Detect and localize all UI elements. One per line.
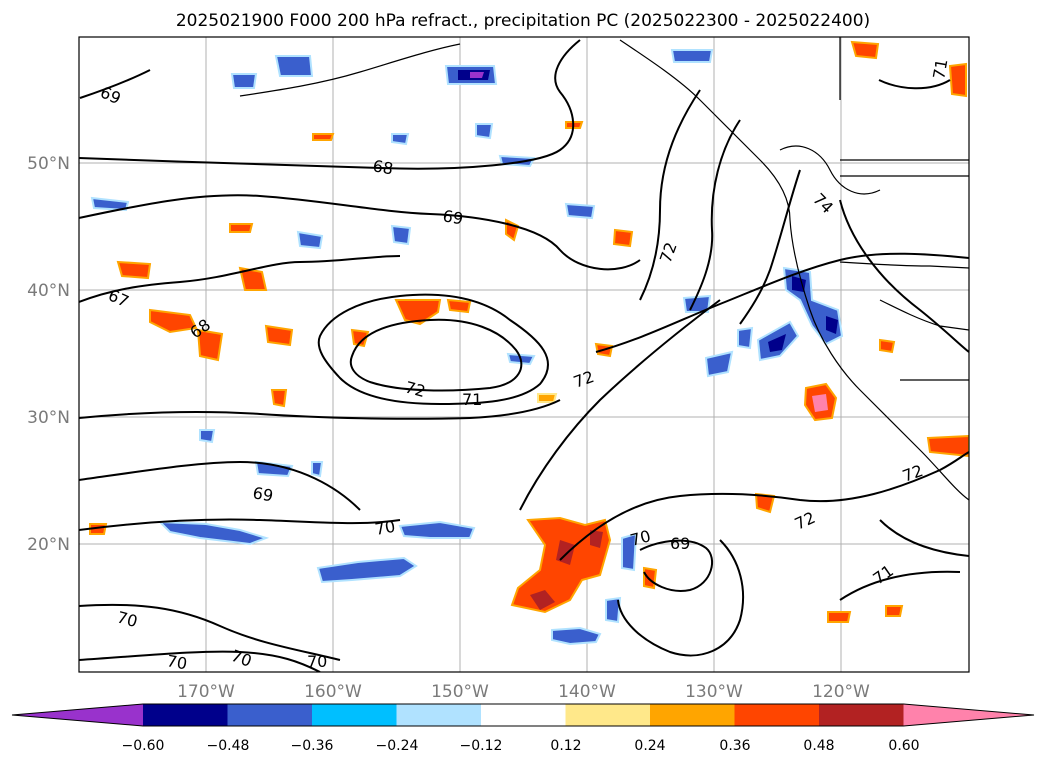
colorbar-tick-label: 0.24 — [634, 738, 665, 754]
colorbar-tick-label: 0.48 — [803, 738, 834, 754]
colorbar-swatch — [481, 704, 566, 726]
colorbar-tick-label: −0.12 — [460, 738, 503, 754]
contour-label: 70 — [373, 517, 396, 539]
lon-labels: 170°W 160°W 150°W 140°W 130°W 120°W — [177, 682, 870, 702]
colorbar-tick-label: −0.24 — [376, 738, 419, 754]
lon-label: 130°W — [685, 682, 743, 702]
colorbar-swatch — [734, 704, 820, 726]
lat-label: 40°N — [27, 281, 70, 301]
lon-label: 140°W — [558, 682, 616, 702]
map-panel: 69 68 69 67 68 72 71 72 72 69 70 70 69 7… — [78, 36, 970, 673]
refractivity-contours — [79, 39, 969, 672]
contour-label: 69 — [251, 483, 274, 505]
map-gridlines — [79, 37, 969, 672]
colorbar-swatch — [903, 704, 1034, 726]
colorbar-swatch — [12, 704, 143, 726]
colorbar-outline — [11, 703, 1035, 727]
colorbar-swatch — [819, 704, 904, 726]
colorbar-tick-label: −0.36 — [291, 738, 334, 754]
precip-negative-patches — [90, 49, 844, 646]
colorbar-swatches — [11, 703, 1035, 727]
colorbar: −0.60 −0.48 −0.36 −0.24 −0.12 0.12 0.24 … — [11, 703, 1035, 754]
colorbar-tick-label: 0.60 — [888, 738, 919, 754]
map-frame — [78, 36, 970, 673]
contour-label: 70 — [165, 651, 188, 673]
colorbar-swatch — [565, 704, 651, 726]
lat-label: 20°N — [27, 535, 70, 555]
colorbar-tick-label: 0.36 — [719, 738, 750, 754]
lat-labels: 50°N 40°N 30°N 20°N — [27, 154, 70, 555]
contour-label: 69 — [670, 534, 690, 553]
contour-label: 69 — [441, 206, 464, 228]
colorbar-swatch — [143, 704, 228, 726]
coastlines — [239, 37, 969, 501]
colorbar-ticks: −0.60 −0.48 −0.36 −0.24 −0.12 0.12 0.24 … — [122, 738, 920, 754]
contour-label: 71 — [929, 57, 951, 80]
lon-label: 170°W — [177, 682, 235, 702]
figure-title: 2025021900 F000 200 hPa refract., precip… — [176, 11, 870, 31]
colorbar-swatch — [650, 704, 735, 726]
colorbar-tick-label: −0.48 — [207, 738, 250, 754]
contour-label: 68 — [371, 156, 394, 178]
contour-labels: 69 68 69 67 68 72 71 72 72 69 70 70 69 7… — [97, 57, 951, 673]
lon-label: 120°W — [812, 682, 870, 702]
contour-label: 71 — [462, 390, 482, 409]
colorbar-tick-label: 0.12 — [550, 738, 581, 754]
colorbar-swatch — [312, 704, 397, 726]
colorbar-tick-label: −0.60 — [122, 738, 165, 754]
colorbar-swatch — [227, 704, 313, 726]
lat-label: 30°N — [27, 408, 70, 428]
contour-label: 70 — [307, 652, 327, 671]
contour-label: 70 — [628, 526, 653, 550]
contour-label: 70 — [115, 608, 140, 632]
lon-label: 150°W — [431, 682, 489, 702]
precip-positive-patches — [89, 40, 969, 623]
lon-label: 160°W — [304, 682, 362, 702]
contour-label: 72 — [403, 378, 428, 402]
lat-label: 50°N — [27, 154, 70, 174]
colorbar-swatch — [396, 704, 482, 726]
